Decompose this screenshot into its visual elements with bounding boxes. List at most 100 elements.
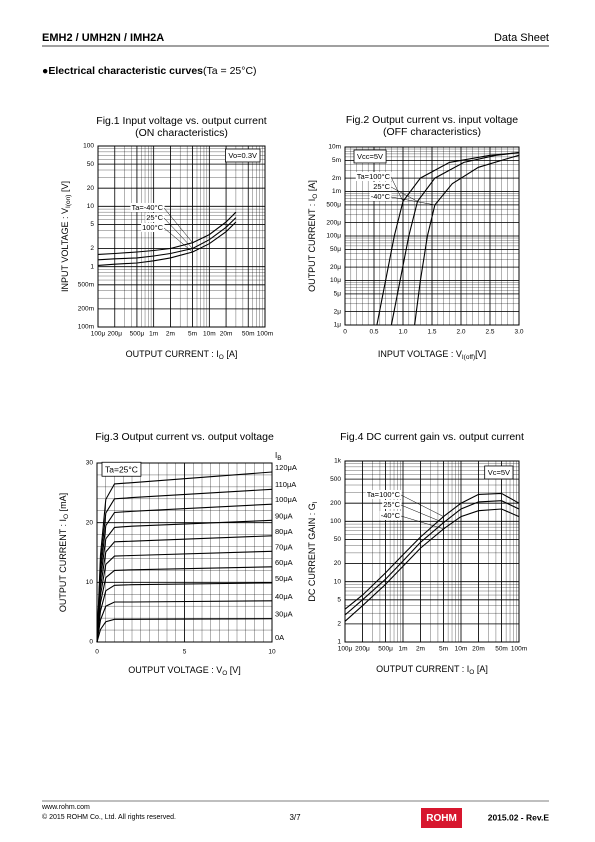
y-axis-label: OUTPUT CURRENT : IO [A] — [307, 180, 318, 292]
y-axis-label-sub: O — [63, 514, 70, 519]
x-tick-label: 500μ — [130, 331, 145, 338]
plot-frame — [97, 145, 266, 328]
x-tick-label: 0 — [343, 329, 347, 336]
logo-box — [421, 808, 462, 828]
annotation-box — [101, 461, 142, 477]
x-tick-label: 0.5 — [369, 329, 378, 336]
curve-label: 60μA — [275, 558, 293, 567]
x-tick-label: 1m — [149, 331, 158, 338]
curve-label: Ta=100°C — [357, 172, 391, 181]
section-title: ●Electrical characteristic curves(Ta = 2… — [42, 65, 257, 77]
y-tick-label: 50 — [334, 536, 342, 543]
y-tick-label: 100 — [330, 518, 341, 525]
curve-label: 100μA — [275, 495, 297, 504]
curve — [344, 508, 520, 622]
figure-subtitle: (OFF characteristics) — [383, 126, 481, 138]
curve-label: 30μA — [275, 610, 293, 619]
y-axis-label: OUTPUT CURRENT : IO [mA] — [58, 493, 69, 612]
footer-copyright: © 2015 ROHM Co., Ltd. All rights reserve… — [42, 813, 176, 821]
curve — [96, 582, 273, 643]
y-tick-label: 50μ — [330, 246, 341, 253]
y-axis-label-sub: O — [312, 194, 319, 199]
y-tick-label: 100 — [83, 143, 94, 150]
y-tick-label: 1 — [90, 263, 94, 270]
legend-title-text: I — [275, 451, 277, 460]
label-background — [130, 202, 165, 212]
curve-label: 25°C — [383, 500, 400, 509]
x-axis-label: INPUT VOLTAGE : VI(off)[V] — [378, 349, 486, 360]
y-tick-label: 20 — [334, 560, 342, 567]
leader-line — [163, 217, 193, 249]
section-heading: ●Electrical characteristic curves — [42, 65, 203, 77]
y-tick-label: 200μ — [326, 219, 341, 226]
x-tick-label: 1.0 — [398, 329, 407, 336]
legend-title-sub: B — [277, 455, 281, 462]
curve — [414, 154, 520, 326]
curve-label: 120μA — [275, 463, 297, 472]
x-axis-label-text: OUTPUT CURRENT : I — [126, 349, 219, 359]
curve-label: 70μA — [275, 542, 293, 551]
x-axis-label-sub: O — [469, 669, 474, 676]
x-tick-label: 10 — [268, 649, 276, 656]
plot-frame — [344, 146, 520, 326]
figure-title: Fig.1 Input voltage vs. output current — [96, 115, 267, 127]
leader-line — [400, 504, 444, 523]
curve — [96, 550, 273, 643]
x-tick-label: 2m — [166, 331, 175, 338]
curve-label: 90μA — [275, 511, 293, 520]
x-axis-label-tail: [V] — [227, 665, 241, 675]
label-background — [379, 510, 402, 520]
annotation-box — [225, 148, 261, 163]
y-tick-label: 20 — [86, 519, 94, 526]
y-tick-label: 30 — [86, 460, 94, 467]
x-tick-label: 5m — [188, 331, 197, 338]
condition-annotation: Ta=25°C — [105, 464, 138, 474]
figure-subtitle: (ON characteristics) — [135, 127, 228, 139]
curve — [97, 211, 237, 255]
y-tick-label: 500 — [330, 476, 341, 483]
x-tick-label: 10m — [203, 331, 216, 338]
section-condition: (Ta = 25°C) — [203, 65, 257, 77]
y-axis-label-tail: [mA] — [58, 493, 68, 514]
curve — [344, 500, 520, 616]
x-tick-label: 2.0 — [456, 329, 465, 336]
curve — [97, 221, 237, 266]
label-background — [382, 499, 402, 509]
x-tick-label: 1m — [398, 646, 407, 653]
figure-title: Fig.3 Output current vs. output voltage — [95, 431, 274, 443]
x-axis-label-sub: I(off) — [462, 354, 475, 361]
y-tick-label: 0 — [89, 639, 93, 646]
y-tick-label: 5 — [90, 221, 94, 228]
x-tick-label: 1.5 — [427, 329, 436, 336]
x-axis-label-sub: O — [222, 670, 227, 677]
y-tick-label: 10 — [86, 579, 94, 586]
x-tick-label: 3.0 — [514, 329, 523, 336]
x-tick-label: 2m — [416, 646, 425, 653]
label-background — [372, 181, 392, 191]
y-tick-label: 100m — [78, 324, 94, 331]
x-tick-label: 0 — [95, 649, 99, 656]
y-tick-label: 500μ — [326, 202, 341, 209]
y-tick-label: 5μ — [334, 291, 342, 298]
y-tick-label: 2m — [332, 175, 341, 182]
curve-label: 100°C — [142, 223, 164, 232]
label-background — [365, 489, 402, 499]
figure-title: Fig.2 Output current vs. input voltage — [346, 114, 518, 126]
x-tick-label: 200μ — [355, 646, 370, 653]
x-tick-label: 20m — [220, 331, 233, 338]
y-tick-label: 5m — [332, 157, 341, 164]
x-axis-label-text: INPUT VOLTAGE : V — [378, 349, 462, 359]
y-axis-label-tail: [V] — [60, 181, 70, 195]
revision: 2015.02 - Rev.E — [488, 812, 550, 822]
y-axis-label-sub: I(on) — [65, 195, 72, 208]
footer-url: www.rohm.com — [41, 804, 90, 811]
x-axis-label-tail: [A] — [474, 664, 488, 674]
label-background — [145, 212, 165, 222]
curve-label: Ta=100°C — [367, 490, 401, 499]
y-tick-label: 200m — [78, 306, 94, 313]
curve-label: 25°C — [373, 182, 390, 191]
y-tick-label: 1k — [334, 458, 342, 465]
y-axis-label-text: INPUT VOLTAGE : V — [60, 208, 70, 292]
figure-title: Fig.4 DC current gain vs. output current — [340, 431, 524, 443]
